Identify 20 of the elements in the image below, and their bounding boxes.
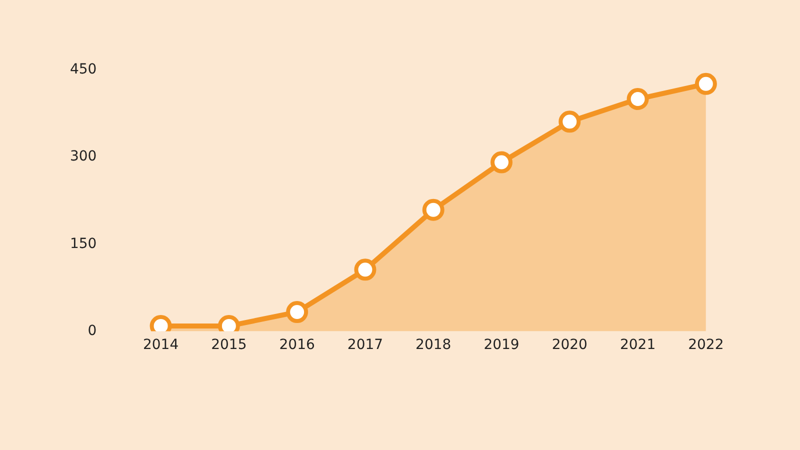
x-tick-label: 2022 <box>688 337 724 354</box>
y-tick-label: 300 <box>70 148 97 165</box>
y-tick-label: 0 <box>88 322 97 339</box>
point <box>626 88 649 110</box>
x-tick-label: 2019 <box>484 337 520 354</box>
point <box>558 110 581 133</box>
x-tick-label: 2016 <box>279 337 315 354</box>
y-tick-label: 450 <box>70 62 97 78</box>
x-tick-label: 2014 <box>142 337 179 354</box>
point <box>422 198 444 221</box>
point <box>286 301 308 324</box>
point <box>490 151 513 174</box>
x-tick-label: 2018 <box>416 337 452 354</box>
x-tick-label: 2017 <box>347 337 384 354</box>
x-tick-label: 2020 <box>552 337 588 354</box>
y-tick-label: 150 <box>70 236 97 252</box>
x-tick-label: 2021 <box>620 337 656 354</box>
point <box>354 258 376 281</box>
x-tick-label: 2015 <box>211 337 247 354</box>
point <box>694 72 717 95</box>
